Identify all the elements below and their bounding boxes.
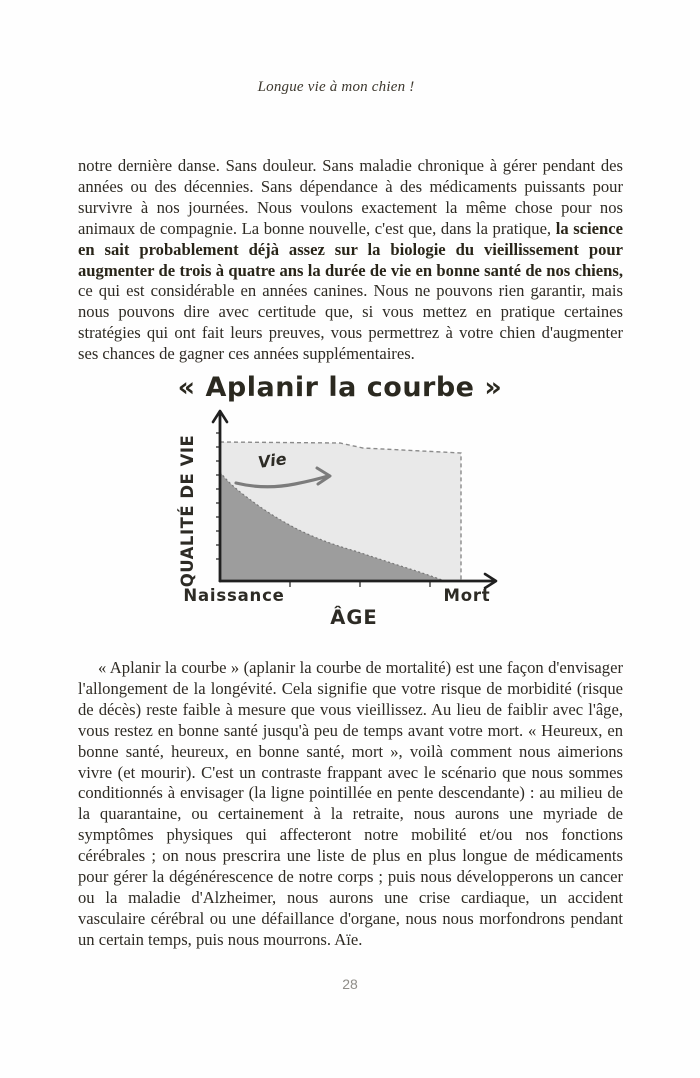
- vie-arrow: [234, 474, 330, 489]
- quality-of-life-chart: Vie QUALITÉ DE VIE Naissance: [178, 409, 498, 629]
- running-header: Longue vie à mon chien !: [257, 79, 415, 95]
- x-tick-mort: Mort: [444, 586, 491, 605]
- x-axis-label: ÂGE: [330, 606, 377, 629]
- y-axis-arrowhead-icon: [211, 409, 229, 424]
- vie-annotation: Vie: [257, 449, 288, 472]
- page-number: 28: [342, 976, 358, 992]
- figure-flatten-curve: « Aplanir la courbe » Vie: [0, 372, 680, 635]
- paragraph-intro: notre dernière danse. Sans douleur. Sans…: [78, 156, 623, 364]
- y-axis-label: QUALITÉ DE VIE: [178, 435, 197, 588]
- paragraph-explanation: « Aplanir la courbe » (aplanir la courbe…: [78, 658, 623, 949]
- declining-curve-dotted-edge: [219, 471, 443, 581]
- x-tick-naissance: Naissance: [183, 586, 284, 605]
- x-axis-arrowhead-icon: [483, 572, 498, 590]
- flattened-curve-dashed-outline: [219, 441, 462, 581]
- figure-title: « Aplanir la courbe »: [177, 372, 503, 403]
- vie-arrowhead-icon: [315, 466, 332, 486]
- declining-curve-area: [220, 472, 442, 581]
